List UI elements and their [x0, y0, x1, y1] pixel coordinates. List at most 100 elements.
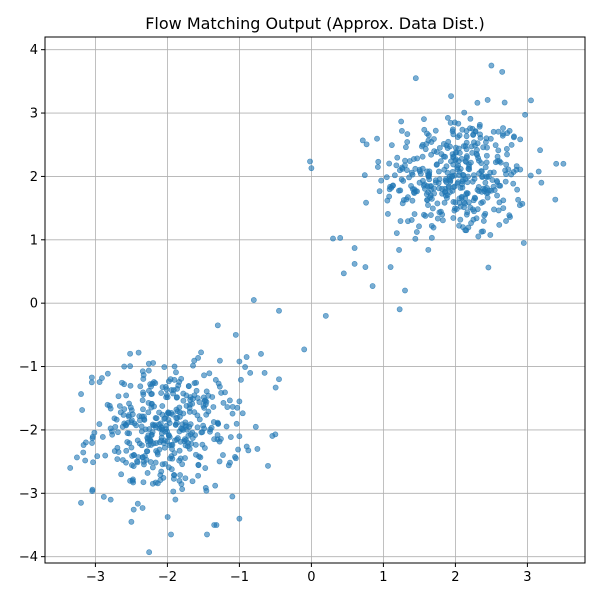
data-point — [212, 376, 219, 383]
data-point — [433, 149, 440, 155]
data-point — [100, 493, 107, 500]
data-point — [500, 125, 506, 131]
data-point — [538, 179, 545, 186]
data-point — [458, 155, 465, 162]
data-point — [215, 420, 221, 427]
data-point — [470, 132, 477, 138]
data-point — [167, 376, 174, 383]
data-point — [216, 458, 223, 465]
data-point — [449, 173, 455, 180]
data-point — [178, 375, 185, 382]
data-point — [503, 171, 509, 178]
data-point — [425, 246, 432, 253]
data-point — [192, 441, 199, 448]
y-tick-label: 3 — [30, 107, 38, 122]
data-point — [510, 180, 517, 187]
data-point — [431, 136, 437, 142]
data-point — [146, 426, 153, 432]
data-point — [245, 447, 252, 454]
y-tick-label: 4 — [30, 43, 38, 58]
data-point — [515, 196, 522, 203]
data-point — [79, 407, 86, 413]
data-point — [457, 203, 464, 210]
data-point — [229, 493, 236, 500]
data-point — [82, 457, 89, 464]
data-point — [80, 442, 87, 448]
data-point — [503, 145, 510, 152]
data-point — [96, 379, 103, 385]
data-point — [452, 149, 459, 156]
data-point — [208, 424, 215, 431]
data-point — [535, 168, 542, 175]
data-point — [107, 496, 114, 503]
data-point — [191, 357, 198, 364]
data-point — [123, 459, 129, 466]
data-point — [140, 372, 147, 378]
data-point — [180, 410, 187, 417]
data-point — [437, 208, 444, 215]
data-point — [153, 424, 159, 431]
data-point — [409, 197, 416, 204]
data-point — [462, 227, 469, 234]
data-point — [144, 470, 151, 476]
data-point — [130, 463, 137, 470]
data-point — [508, 141, 515, 148]
data-point — [480, 218, 487, 224]
data-point — [463, 159, 470, 165]
data-point — [391, 172, 398, 179]
data-point — [153, 415, 160, 422]
data-point — [369, 283, 376, 289]
data-point — [396, 306, 403, 313]
y-tick-label: −1 — [19, 360, 38, 375]
data-point — [142, 453, 148, 459]
data-point — [496, 182, 502, 189]
data-point — [89, 435, 96, 442]
data-point — [88, 379, 95, 386]
data-point — [114, 444, 121, 451]
data-point — [480, 185, 487, 192]
data-point — [374, 164, 381, 170]
data-point — [428, 212, 434, 218]
data-point — [195, 461, 202, 468]
data-point — [503, 161, 510, 168]
data-point — [269, 433, 276, 439]
data-point — [434, 200, 441, 207]
data-point — [308, 165, 315, 172]
data-point — [484, 144, 490, 151]
data-point — [222, 389, 228, 396]
y-tick-label: −4 — [19, 550, 38, 565]
data-point — [176, 457, 183, 464]
data-point — [425, 137, 432, 144]
data-point — [552, 196, 559, 203]
data-point — [74, 454, 80, 461]
data-point — [196, 416, 203, 423]
data-point — [210, 404, 217, 410]
data-point — [500, 130, 506, 137]
data-point — [187, 421, 194, 428]
data-point — [475, 155, 482, 161]
data-point — [182, 475, 189, 482]
data-point — [176, 477, 183, 484]
data-point — [495, 147, 502, 154]
data-point — [115, 429, 121, 436]
data-point — [276, 307, 282, 314]
data-point — [409, 171, 416, 178]
data-point — [178, 425, 184, 432]
data-point — [131, 420, 138, 427]
data-point — [402, 287, 408, 294]
data-point — [236, 398, 243, 405]
data-point — [229, 410, 236, 417]
data-point — [396, 247, 402, 253]
data-point — [449, 128, 456, 135]
data-point — [474, 206, 481, 213]
data-point — [173, 415, 180, 422]
data-point — [128, 407, 135, 414]
data-point — [234, 404, 241, 411]
data-point — [146, 387, 152, 394]
data-point — [496, 221, 503, 228]
data-point — [397, 218, 404, 224]
data-point — [476, 121, 483, 128]
data-point — [397, 187, 404, 194]
data-point — [488, 62, 495, 69]
